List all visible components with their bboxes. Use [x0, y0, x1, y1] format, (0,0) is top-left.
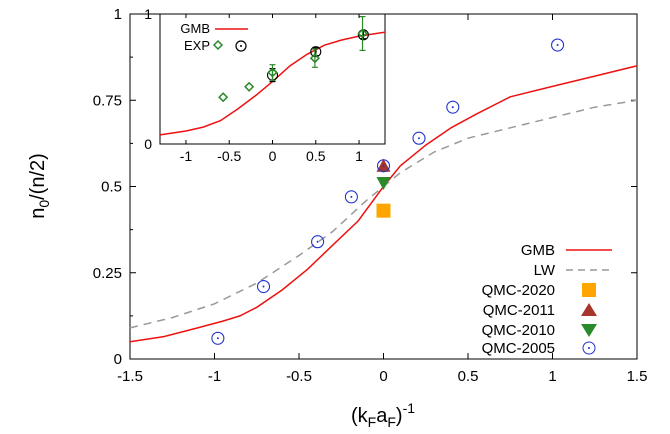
inset-diamond-point	[309, 53, 320, 64]
main-x-tick-label: 0.5	[458, 368, 479, 385]
main-qmc-2005-point-dot	[556, 44, 559, 47]
inset-diamond-point	[218, 92, 229, 103]
main-qmc-2005-point	[344, 190, 358, 204]
inset-legend-swatch-diamond	[212, 39, 224, 51]
main-qmc-2005-point	[211, 331, 225, 345]
x-axis-label: (kFaF)-1	[351, 400, 415, 430]
main-qmc-2005-point-dot	[382, 164, 385, 167]
inset-exp-point-ring	[310, 46, 322, 58]
main-qmc-2005-point	[551, 38, 565, 52]
inset-chart: -1 -0.5 0 0.5 1 0 1 GMB EXP	[144, 6, 386, 164]
main-qmc-2020-point	[376, 203, 391, 218]
legend: GMB LW QMC-2020 QMC-2011 QMC-2010 QMC-20…	[482, 242, 612, 357]
main-qmc-2005-point-dot	[451, 106, 454, 109]
inset-diamond-point	[244, 81, 255, 92]
inset-legend-label-exp: EXP	[184, 38, 210, 53]
main-qmc-2005-point	[412, 131, 426, 145]
legend-swatch-qmc-2010	[581, 324, 597, 337]
legend-label-qmc-2020: QMC-2020	[482, 282, 555, 299]
legend-label-qmc-2005: QMC-2005	[482, 340, 555, 357]
inset-x-tick-label: 0	[269, 148, 277, 164]
inset-diamond-point	[357, 28, 368, 39]
main-x-tick-label: 0	[379, 368, 387, 385]
main-qmc-2005-point-ring	[311, 235, 325, 249]
legend-label-qmc-2011: QMC-2011	[483, 302, 555, 319]
inset-diamond-point	[267, 67, 278, 78]
inset-x-tick-label: -0.5	[217, 148, 241, 164]
inset-x-tick-label: -1	[180, 148, 193, 164]
main-y-tick-label: 1	[114, 6, 122, 23]
main-qmc-2005-point-ring	[376, 159, 391, 173]
inset-y-tick-label: 1	[144, 6, 152, 22]
inset-legend-label-gmb: GMB	[180, 21, 210, 36]
main-gmb-line	[129, 65, 638, 343]
main-qmc-2005-point-dot	[417, 137, 420, 140]
y-axis-label: n0/(n/2)	[27, 153, 52, 219]
main-y-tick-label: 0.25	[93, 265, 122, 282]
main-y-tick-label: 0	[114, 351, 122, 368]
main-qmc-2005-point-ring	[412, 131, 426, 145]
legend-label-lw: LW	[534, 262, 556, 279]
legend-label-gmb: GMB	[521, 242, 555, 259]
inset-y-tick-label: 0	[144, 136, 152, 152]
legend-swatch-qmc-2020	[582, 283, 596, 297]
main-x-tick-label: 1.5	[627, 368, 648, 385]
main-x-tick-label: 1	[548, 368, 556, 385]
main-qmc-2005-point	[256, 279, 271, 294]
main-qmc-2005-point-ring	[551, 38, 565, 52]
main-qmc-2005-point-ring	[211, 331, 225, 345]
inset-legend-swatch-exp	[235, 40, 247, 52]
legend-label-qmc-2010: QMC-2010	[482, 322, 555, 339]
main-y-tick-label: 0.75	[93, 92, 122, 109]
main-qmc-2005-point	[376, 159, 391, 173]
main-qmc-2005-point-ring	[446, 100, 460, 114]
legend-swatch-qmc-2005	[582, 341, 596, 355]
main-qmc-2005-point	[446, 100, 460, 114]
main-qmc-2005-point-dot	[316, 240, 319, 243]
inset-legend: GMB EXP	[180, 21, 248, 53]
main-y-tick-label: 0.5	[101, 179, 122, 196]
main-x-tick-label: -0.5	[286, 368, 312, 385]
main-qmc-2005-point-ring	[344, 190, 358, 204]
main-qmc-2005-point-dot	[350, 195, 353, 198]
legend-swatch-qmc-2011	[581, 303, 597, 316]
inset-x-tick-label: 1	[355, 148, 363, 164]
plot-area: -1.5 -1 -0.5 0 0.5 1 1.5 0 0.25 0.5 0.75 1	[93, 6, 648, 385]
main-qmc-2005-point-dot	[262, 285, 265, 288]
main-qmc-2010-point	[376, 177, 391, 191]
main-qmc-2005-point	[311, 235, 325, 249]
main-x-tick-label: -1.5	[117, 368, 143, 385]
inset-x-tick-label: 0.5	[306, 148, 326, 164]
main-qmc-2005-point-dot	[216, 337, 219, 340]
main-qmc-2005-point-ring	[256, 279, 271, 294]
main-x-tick-label: -1	[208, 368, 221, 385]
